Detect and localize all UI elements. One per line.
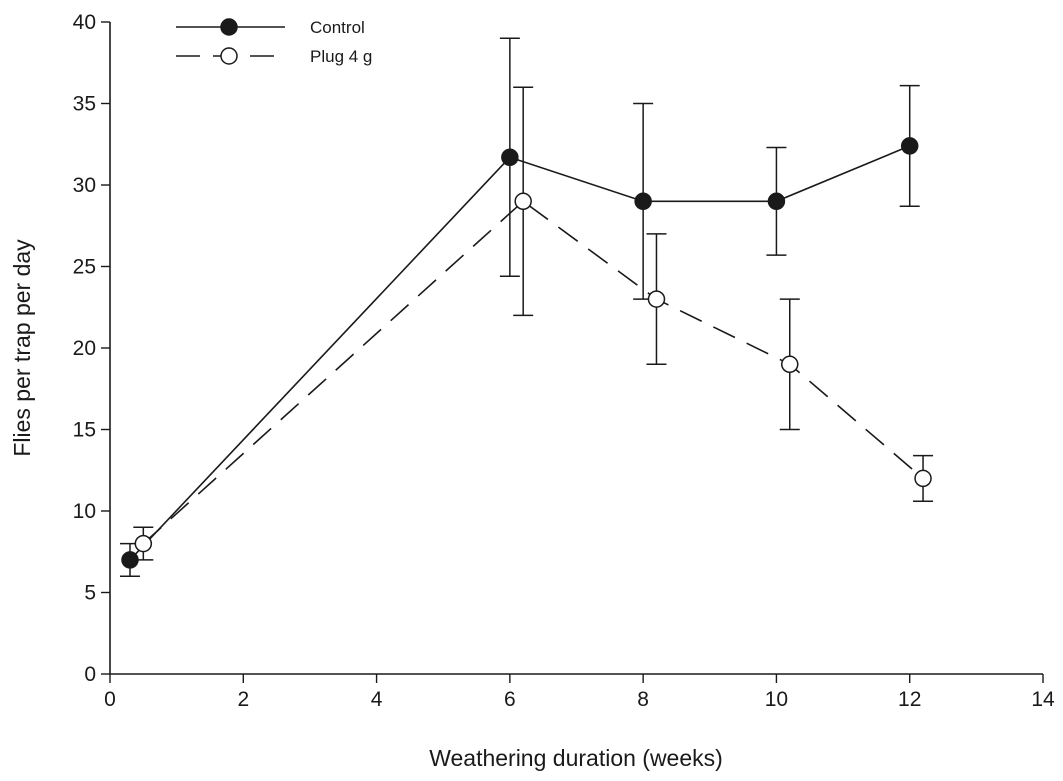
legend-entry-control: Control <box>176 18 365 37</box>
y-ticks: 0 5 10 15 20 25 30 35 40 <box>73 11 110 686</box>
x-ticks: 0 2 4 6 8 10 12 14 <box>104 674 1055 711</box>
x-tick-label: 12 <box>898 688 921 711</box>
y-tick-label: 5 <box>84 582 96 605</box>
legend-label-control: Control <box>310 18 365 37</box>
series-layer <box>119 37 934 577</box>
y-tick-label: 20 <box>73 337 96 360</box>
data-point <box>634 192 652 211</box>
x-axis-title: Weathering duration (weeks) <box>429 745 723 771</box>
series-1 <box>133 86 934 561</box>
y-tick-label: 40 <box>73 11 96 34</box>
data-point <box>781 355 799 374</box>
data-point <box>501 148 519 167</box>
x-tick-label: 10 <box>765 688 788 711</box>
data-point <box>647 290 666 308</box>
data-point <box>914 469 932 488</box>
y-tick-label: 35 <box>73 93 96 116</box>
y-tick-label: 30 <box>73 174 96 197</box>
y-tick-label: 25 <box>73 256 96 279</box>
data-point <box>134 534 153 553</box>
data-point <box>900 137 919 155</box>
x-tick-label: 2 <box>237 688 249 711</box>
legend: Control Plug 4 g <box>176 18 372 66</box>
data-point <box>514 192 532 211</box>
data-point <box>767 192 786 211</box>
legend-marker-plug <box>220 47 238 65</box>
x-tick-label: 4 <box>371 688 383 711</box>
series-line <box>142 200 924 545</box>
legend-label-plug: Plug 4 g <box>310 47 372 66</box>
y-tick-label: 10 <box>73 500 96 523</box>
x-tick-label: 14 <box>1031 688 1055 711</box>
y-tick-label: 0 <box>84 663 96 686</box>
series-0 <box>119 37 920 577</box>
x-tick-label: 0 <box>104 688 116 711</box>
legend-marker-control <box>220 18 238 36</box>
x-tick-label: 8 <box>637 688 649 711</box>
legend-entry-plug: Plug 4 g <box>176 47 372 66</box>
axes <box>109 22 1043 675</box>
x-tick-label: 6 <box>504 688 516 711</box>
y-tick-label: 15 <box>73 419 96 442</box>
y-axis-title: Flies per trap per day <box>9 239 35 457</box>
